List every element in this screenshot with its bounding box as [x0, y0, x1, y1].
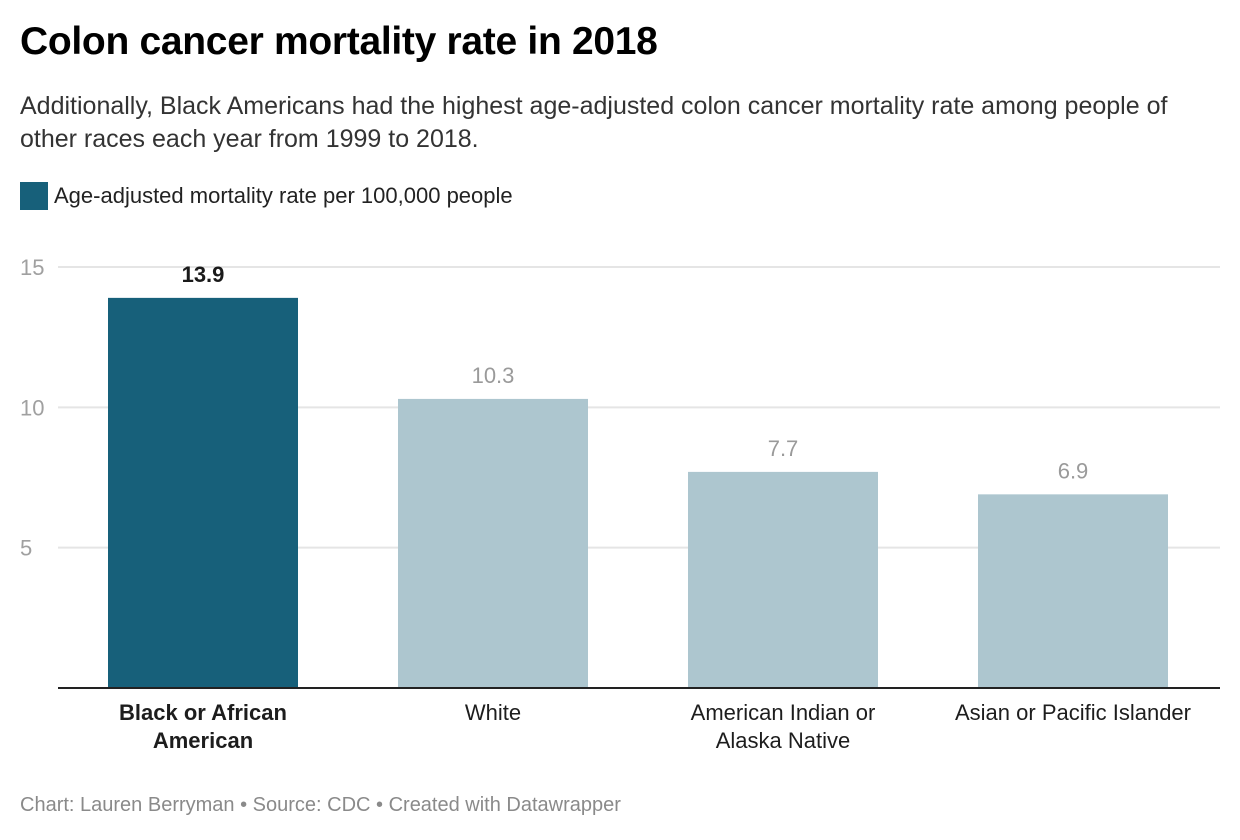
- bar: [978, 494, 1168, 688]
- chart-footer: Chart: Lauren Berryman • Source: CDC • C…: [20, 794, 621, 816]
- y-tick-label: 10: [20, 395, 44, 420]
- value-label: 10.3: [472, 363, 515, 388]
- value-labels: 13.9 10.3 7.7 6.9: [182, 262, 1089, 483]
- bars: [108, 297, 1168, 688]
- value-label: 6.9: [1058, 458, 1089, 483]
- chart-title: Colon cancer mortality rate in 2018: [20, 20, 658, 63]
- category-labels: Black or African American White American In…: [119, 700, 1191, 753]
- bar: [688, 471, 878, 688]
- category-label: American Indian or Alaska Native: [691, 700, 876, 753]
- y-tick-label: 5: [20, 536, 32, 561]
- legend-label: Age-adjusted mortality rate per 100,000 …: [54, 183, 513, 208]
- category-label: Black or African American: [119, 700, 287, 753]
- bar: [398, 398, 588, 688]
- legend-swatch: [20, 182, 48, 210]
- value-label: 7.7: [768, 436, 799, 461]
- category-label: White: [465, 700, 521, 725]
- y-tick-label: 15: [20, 255, 44, 280]
- value-label: 13.9: [182, 262, 225, 287]
- bar: [108, 297, 298, 688]
- legend: Age-adjusted mortality rate per 100,000 …: [20, 182, 513, 210]
- category-label: Asian or Pacific Islander: [955, 700, 1191, 725]
- chart-subtitle: Additionally, Black Americans had the hi…: [20, 92, 1168, 153]
